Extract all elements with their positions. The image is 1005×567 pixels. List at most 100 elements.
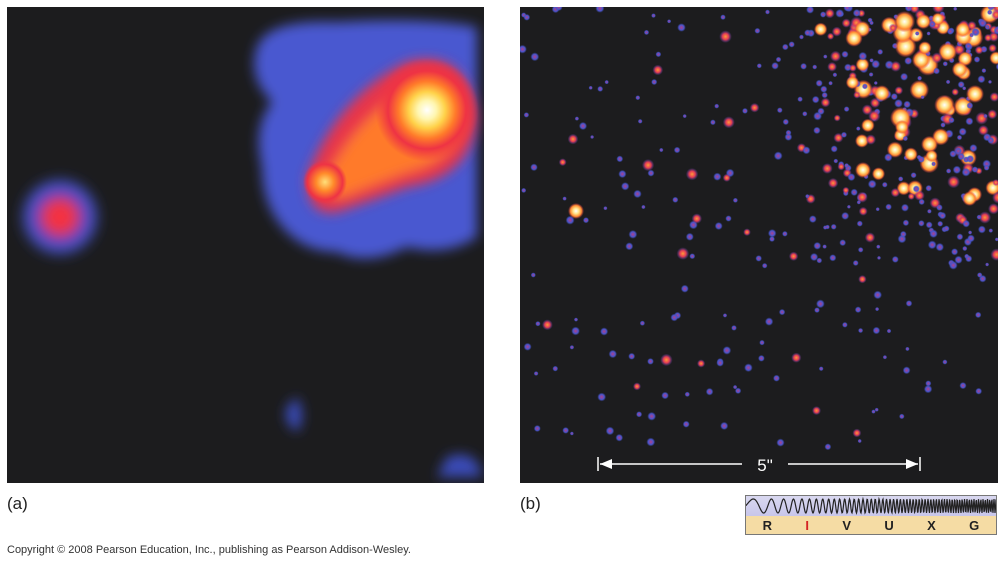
star [590, 135, 595, 139]
star [660, 353, 673, 367]
star [854, 306, 862, 314]
star [672, 196, 679, 203]
star [600, 327, 609, 336]
star [810, 252, 819, 262]
star [984, 33, 993, 42]
star [597, 85, 604, 92]
star [989, 51, 998, 65]
star [825, 224, 830, 230]
star [832, 72, 838, 78]
bright-star [895, 120, 909, 134]
star [858, 206, 868, 216]
star [616, 155, 624, 163]
star [988, 228, 994, 233]
star [816, 299, 825, 309]
star [582, 217, 590, 224]
star [636, 411, 643, 418]
star [558, 158, 567, 167]
star [888, 23, 898, 33]
star [782, 230, 788, 237]
star [967, 234, 975, 243]
star [877, 48, 884, 55]
star [821, 163, 833, 174]
star [988, 203, 998, 215]
star [670, 313, 679, 322]
star [925, 149, 938, 163]
star [891, 255, 899, 263]
star [710, 119, 716, 126]
star [861, 83, 868, 90]
star [830, 50, 842, 62]
star [827, 61, 837, 72]
star [951, 61, 968, 78]
star [523, 342, 532, 351]
star [828, 80, 833, 86]
star [818, 366, 824, 372]
star [840, 131, 848, 138]
star [962, 191, 977, 207]
spectrum-band-x: X [927, 517, 936, 533]
star [918, 41, 932, 55]
star [935, 242, 944, 252]
star [552, 365, 559, 372]
scale-bar [597, 457, 921, 471]
star [902, 219, 910, 227]
star [691, 213, 702, 224]
star [917, 75, 923, 81]
star [767, 229, 777, 238]
star [858, 51, 868, 61]
star [926, 31, 931, 36]
star [637, 118, 643, 124]
star [842, 321, 848, 328]
star [755, 255, 762, 262]
star [647, 358, 654, 365]
star [867, 179, 877, 189]
star [983, 164, 990, 171]
star [962, 219, 970, 228]
star [847, 173, 856, 182]
star [682, 420, 690, 428]
star [957, 152, 965, 161]
star [812, 64, 818, 70]
star [942, 359, 948, 365]
star [927, 240, 937, 250]
star [948, 260, 958, 270]
star [912, 185, 920, 193]
star [661, 391, 669, 400]
star [858, 275, 867, 284]
star [846, 204, 851, 209]
star [969, 144, 978, 153]
star [886, 328, 892, 334]
star [813, 241, 822, 250]
star [685, 232, 694, 241]
star [914, 31, 920, 36]
star [815, 79, 823, 87]
star [915, 13, 932, 30]
star [680, 284, 689, 293]
star [885, 203, 892, 211]
star [816, 257, 823, 264]
star [942, 61, 948, 67]
star [725, 215, 732, 222]
star [869, 20, 874, 26]
star [945, 79, 951, 85]
star [562, 196, 567, 201]
star [705, 387, 714, 396]
star [655, 51, 662, 58]
star [853, 91, 861, 99]
star [841, 18, 851, 28]
star [886, 141, 904, 158]
star [932, 7, 945, 14]
star [894, 99, 903, 108]
star [956, 134, 963, 141]
star [933, 67, 940, 75]
star [873, 85, 890, 102]
star [882, 355, 888, 360]
star [992, 191, 998, 204]
star [890, 60, 902, 72]
star [785, 129, 792, 136]
wavelength-wave-icon [745, 496, 997, 516]
star [782, 118, 789, 126]
star [827, 32, 835, 40]
star [902, 366, 911, 375]
